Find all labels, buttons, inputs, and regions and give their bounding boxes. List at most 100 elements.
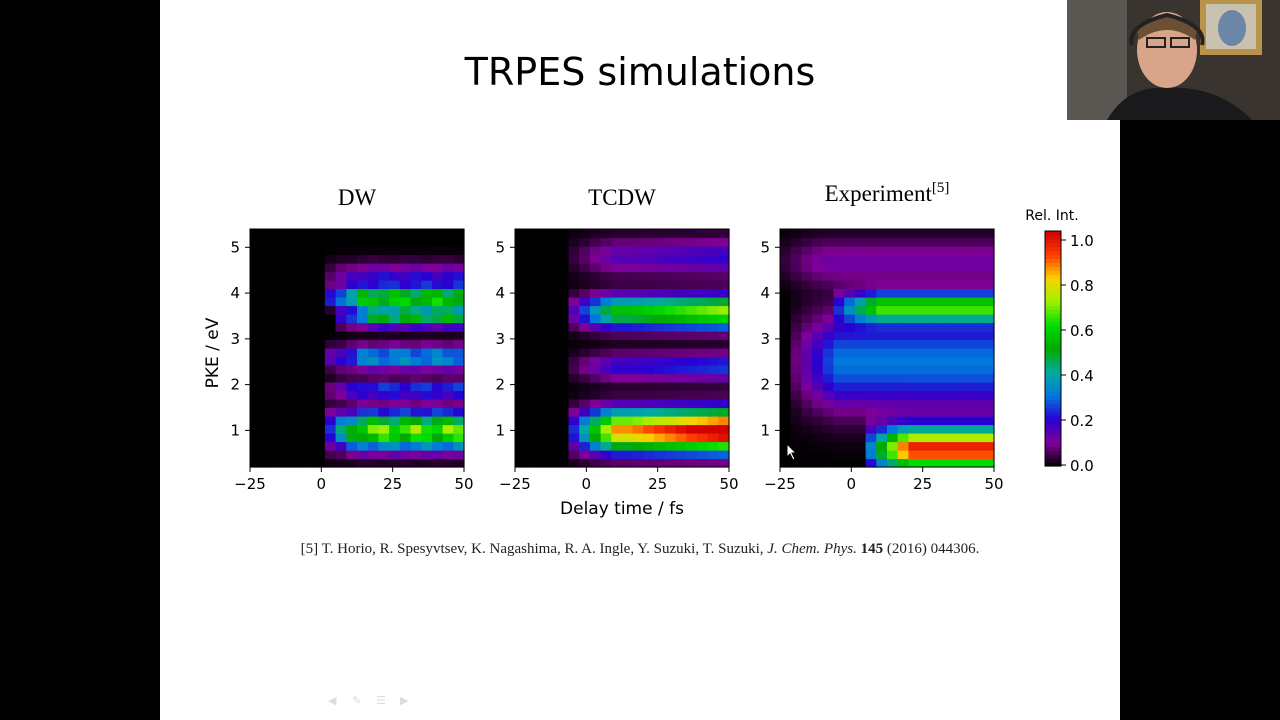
heatmap-cell bbox=[632, 305, 644, 315]
heatmap-cell bbox=[421, 356, 433, 366]
heatmap-cell bbox=[589, 424, 602, 434]
heatmap-cell bbox=[696, 339, 709, 349]
heatmap-cell bbox=[686, 348, 698, 358]
heatmap-cell bbox=[568, 458, 580, 468]
previous-slide-icon[interactable]: ◀ bbox=[328, 694, 337, 707]
heatmap-cell bbox=[622, 237, 634, 247]
heatmap-cell bbox=[908, 229, 920, 239]
heatmap-cell bbox=[822, 288, 835, 298]
heatmap-cell bbox=[335, 305, 347, 315]
heatmap-cell bbox=[664, 322, 677, 332]
heatmap-cell bbox=[442, 450, 454, 460]
heatmap-cell bbox=[632, 450, 644, 460]
menu-icon[interactable]: ☰ bbox=[376, 694, 386, 707]
heatmap-cell bbox=[632, 254, 644, 264]
heatmap-cell bbox=[410, 305, 422, 315]
heatmap-cell bbox=[822, 365, 835, 375]
colorbar-segment bbox=[1045, 352, 1061, 357]
heatmap-cell bbox=[876, 450, 888, 460]
heatmap-cell bbox=[664, 229, 677, 239]
heatmap-cell bbox=[876, 305, 888, 315]
heatmap-cell bbox=[718, 288, 730, 298]
heatmap-cell bbox=[654, 373, 666, 383]
heatmap-cell bbox=[865, 390, 877, 400]
heatmap-cell bbox=[675, 229, 687, 239]
heatmap-cell bbox=[972, 382, 984, 392]
y-tick-label: 3 bbox=[495, 330, 505, 348]
heatmap-cell bbox=[833, 280, 845, 290]
slide-controls[interactable]: ◀ ✎ ☰ ▶ bbox=[328, 694, 414, 707]
heatmap-cell bbox=[557, 450, 570, 460]
heatmap-cell bbox=[801, 339, 813, 349]
heatmap-cell bbox=[632, 441, 644, 451]
colorbar-segment bbox=[1045, 336, 1061, 342]
heatmap-cell bbox=[399, 263, 412, 273]
heatmap-cell bbox=[600, 331, 612, 341]
heatmap-cell bbox=[908, 441, 920, 451]
heatmap-cell bbox=[410, 450, 422, 460]
heatmap-cell bbox=[929, 441, 942, 451]
pen-icon[interactable]: ✎ bbox=[352, 694, 362, 707]
presenter-video-icon bbox=[1067, 0, 1280, 120]
heatmap-cell bbox=[525, 458, 537, 468]
heatmap-cell bbox=[346, 263, 358, 273]
heatmap-cell bbox=[643, 441, 655, 451]
next-slide-icon[interactable]: ▶ bbox=[400, 694, 409, 707]
heatmap-cell bbox=[399, 314, 412, 324]
colorbar-segment bbox=[1045, 430, 1061, 436]
heatmap-cell bbox=[887, 407, 899, 417]
heatmap-cell bbox=[854, 297, 867, 307]
heatmap-cell bbox=[579, 373, 591, 383]
heatmap-cell bbox=[282, 356, 294, 366]
heatmap-cell bbox=[282, 390, 294, 400]
heatmap-cell bbox=[654, 407, 666, 417]
heatmap-cell bbox=[557, 416, 570, 426]
heatmap-cell bbox=[919, 297, 931, 307]
heatmap-cell bbox=[844, 229, 856, 239]
heatmap-cell bbox=[547, 305, 559, 315]
heatmap-cell bbox=[536, 314, 548, 324]
heatmap-cell bbox=[897, 254, 909, 264]
heatmap-cell bbox=[282, 433, 294, 443]
heatmap-cell bbox=[865, 271, 877, 281]
heatmap-cell bbox=[801, 416, 813, 426]
heatmap-cell bbox=[940, 348, 952, 358]
heatmap-cell bbox=[389, 356, 401, 366]
heatmap-cell bbox=[557, 263, 570, 273]
heatmap-cell bbox=[919, 424, 931, 434]
heatmap-cell bbox=[431, 322, 444, 332]
heatmap-cell bbox=[833, 288, 845, 298]
heatmap-cell bbox=[557, 305, 570, 315]
heatmap-cell bbox=[622, 322, 634, 332]
heatmap-cell bbox=[568, 339, 580, 349]
heatmap-cell bbox=[675, 280, 687, 290]
heatmap-cell bbox=[292, 373, 305, 383]
heatmap-cell bbox=[951, 390, 963, 400]
heatmap-cell bbox=[718, 246, 730, 256]
heatmap-cell bbox=[547, 365, 559, 375]
heatmap-cell bbox=[707, 263, 719, 273]
heatmap-cell bbox=[442, 348, 454, 358]
heatmap-cell bbox=[929, 390, 942, 400]
heatmap-cell bbox=[919, 229, 931, 239]
heatmap-cell bbox=[357, 433, 369, 443]
heatmap-cell bbox=[442, 229, 454, 239]
heatmap-cell bbox=[707, 458, 719, 468]
heatmap-cell bbox=[686, 365, 698, 375]
heatmap-cell bbox=[568, 305, 580, 315]
heatmap-cell bbox=[378, 424, 390, 434]
heatmap-cell bbox=[536, 458, 548, 468]
heatmap-cell bbox=[929, 271, 942, 281]
heatmap-cell bbox=[961, 263, 974, 273]
colorbar-segment bbox=[1045, 254, 1061, 260]
heatmap-cell bbox=[632, 365, 644, 375]
heatmap-cell bbox=[790, 263, 802, 273]
heatmap-cell bbox=[940, 297, 952, 307]
heatmap-cell bbox=[453, 450, 465, 460]
heatmap-cell bbox=[314, 458, 326, 468]
heatmap-cell bbox=[696, 365, 709, 375]
heatmap-cell bbox=[790, 322, 802, 332]
heatmap-cell bbox=[399, 382, 412, 392]
heatmap-cell bbox=[643, 288, 655, 298]
